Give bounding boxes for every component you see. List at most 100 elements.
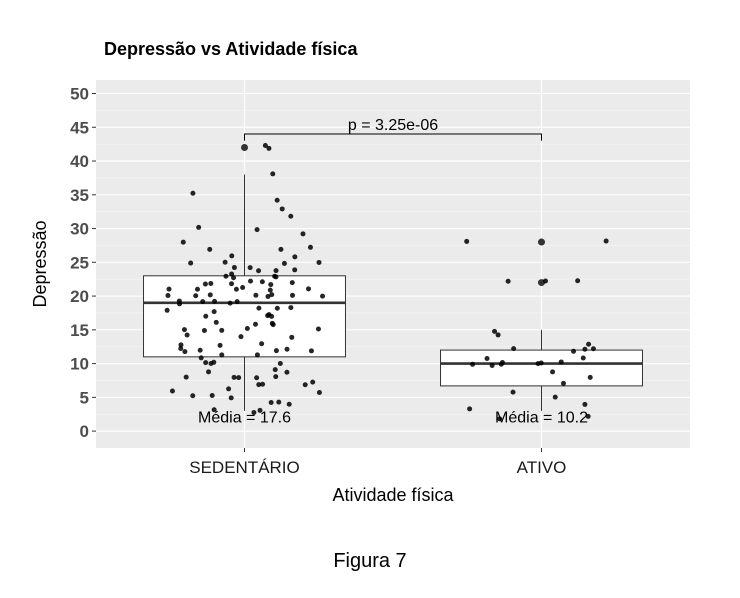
jitter-point — [289, 292, 295, 298]
jitter-point — [315, 326, 321, 332]
jitter-point — [219, 352, 225, 358]
jitter-point — [289, 280, 295, 286]
jitter-point — [464, 238, 470, 244]
y-tick-label: 20 — [70, 287, 89, 306]
y-tick-label: 40 — [70, 152, 89, 171]
jitter-point — [269, 292, 275, 298]
box-iqr — [143, 275, 346, 358]
jitter-point — [184, 332, 190, 338]
jitter-point — [288, 213, 294, 219]
jitter-point — [590, 346, 596, 352]
jitter-point — [310, 379, 316, 385]
jitter-point — [274, 305, 280, 311]
jitter-point — [217, 342, 223, 348]
jitter-point — [260, 381, 266, 387]
jitter-point — [543, 278, 549, 284]
jitter-point — [558, 359, 564, 365]
jitter-point — [510, 389, 516, 395]
jitter-point — [229, 253, 235, 259]
jitter-point — [231, 265, 237, 271]
jitter-point — [165, 293, 171, 299]
jitter-point — [231, 275, 237, 281]
jitter-point — [270, 171, 276, 177]
jitter-point — [582, 346, 588, 352]
jitter-point — [256, 305, 262, 311]
jitter-point — [256, 268, 262, 274]
jitter-point — [259, 341, 265, 347]
jitter-point — [203, 360, 209, 366]
jitter-point — [178, 346, 184, 352]
box-iqr — [440, 349, 643, 387]
jitter-point — [286, 401, 292, 407]
x-tick-label: SEDENTÁRIO — [189, 458, 300, 477]
jitter-point — [292, 267, 298, 273]
jitter-point — [164, 307, 170, 313]
jitter-point — [229, 281, 235, 287]
jitter-point — [233, 286, 239, 292]
x-axis-ticks: SEDENTÁRIO ATIVO — [189, 448, 566, 477]
jitter-point — [256, 382, 262, 388]
jitter-point — [308, 348, 314, 354]
jitter-point — [575, 278, 581, 284]
y-tick-label: 5 — [80, 388, 89, 407]
jitter-point — [470, 361, 476, 367]
jitter-point — [269, 320, 275, 326]
jitter-point — [284, 346, 290, 352]
chart-title: Depressão vs Atividade física — [104, 39, 358, 59]
y-axis-ticks: 0 5 10 15 20 25 30 35 40 45 50 — [70, 85, 96, 441]
jitter-point — [238, 334, 244, 340]
jitter-point — [207, 246, 213, 252]
jitter-point — [268, 400, 274, 406]
jitter-point — [511, 346, 517, 352]
jitter-point — [240, 284, 246, 290]
jitter-point — [268, 282, 274, 288]
jitter-point — [585, 413, 591, 419]
jitter-point — [227, 300, 233, 306]
jitter-point — [505, 278, 511, 284]
figure-caption: Figura 7 — [333, 550, 406, 572]
y-tick-label: 15 — [70, 321, 89, 340]
jitter-point — [281, 260, 287, 266]
jitter-point — [560, 380, 566, 386]
jitter-point — [571, 348, 577, 354]
jitter-point — [492, 328, 498, 334]
jitter-point — [188, 260, 194, 266]
jitter-point — [208, 280, 214, 286]
jitter-point — [276, 399, 282, 405]
y-tick-label: 0 — [80, 422, 89, 441]
jitter-point — [197, 347, 203, 353]
jitter-point — [208, 360, 214, 366]
jitter-point — [284, 369, 290, 375]
jitter-point — [166, 286, 172, 292]
jitter-point — [497, 416, 503, 422]
jitter-point — [253, 292, 259, 298]
jitter-point — [213, 319, 219, 325]
jitter-point — [222, 259, 228, 265]
significance-bracket-line — [244, 133, 542, 141]
jitter-point — [196, 224, 202, 230]
jitter-point — [206, 369, 212, 375]
jitter-point — [277, 360, 283, 366]
jitter-point — [254, 352, 260, 358]
jitter-point — [234, 299, 240, 305]
jitter-point — [266, 312, 272, 318]
jitter-point — [248, 278, 254, 284]
p-value-label: p = 3.25e-06 — [348, 117, 438, 134]
mean-label: Média = 17.6 — [198, 409, 291, 426]
jitter-point — [273, 374, 279, 380]
jitter-point — [212, 298, 218, 304]
y-tick-label: 10 — [70, 355, 89, 374]
jitter-point — [207, 292, 213, 298]
jitter-point — [300, 231, 306, 237]
jitter-point — [209, 393, 215, 399]
jitter-point — [266, 145, 272, 151]
jitter-point — [587, 374, 593, 380]
y-tick-label: 45 — [70, 118, 89, 137]
y-tick-label: 25 — [70, 253, 89, 272]
jitter-point — [190, 393, 196, 399]
jitter-point — [292, 254, 298, 260]
jitter-point — [288, 305, 294, 311]
jitter-point — [202, 281, 208, 287]
y-tick-label: 30 — [70, 220, 89, 239]
